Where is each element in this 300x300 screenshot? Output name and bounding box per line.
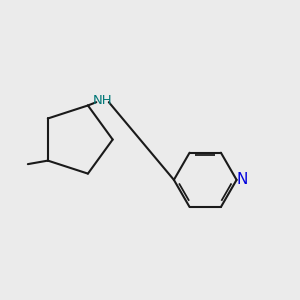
Text: NH: NH	[92, 94, 112, 106]
Text: N: N	[236, 172, 248, 188]
